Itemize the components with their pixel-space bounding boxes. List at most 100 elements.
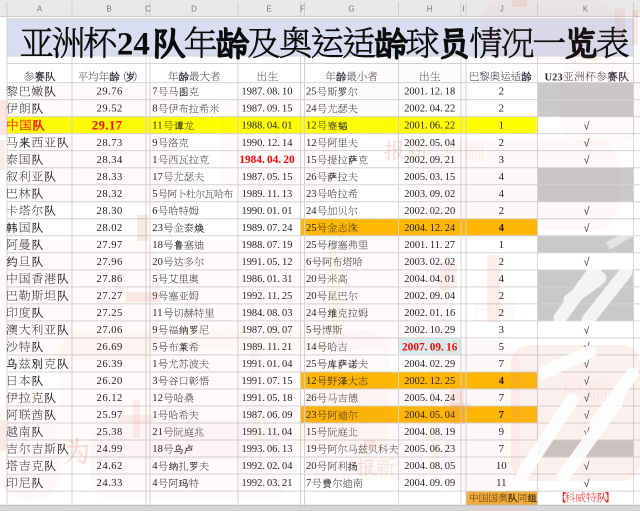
svg-text:24: 24 bbox=[306, 104, 317, 115]
svg-text:4: 4 bbox=[499, 188, 505, 200]
svg-text:1: 1 bbox=[499, 120, 504, 132]
svg-text:A: A bbox=[37, 5, 43, 14]
svg-text:7: 7 bbox=[499, 409, 505, 421]
svg-text:4: 4 bbox=[499, 222, 505, 234]
svg-text:26.69: 26.69 bbox=[97, 342, 123, 353]
svg-text:√: √ bbox=[583, 359, 590, 371]
svg-text:1991. 11. 04: 1991. 11. 04 bbox=[242, 427, 293, 438]
svg-text:2004. 04. 01: 2004. 04. 01 bbox=[404, 274, 455, 285]
svg-text:√: √ bbox=[583, 410, 590, 422]
svg-text:18: 18 bbox=[152, 444, 163, 455]
svg-text:2002. 01. 16: 2002. 01. 16 bbox=[404, 308, 455, 319]
svg-text:2001. 06. 22: 2001. 06. 22 bbox=[404, 121, 455, 132]
svg-text:23: 23 bbox=[306, 410, 317, 421]
svg-text:4: 4 bbox=[152, 478, 158, 489]
svg-text:√: √ bbox=[583, 120, 590, 132]
svg-text:17: 17 bbox=[152, 172, 163, 183]
svg-text:27.25: 27.25 bbox=[97, 308, 123, 319]
svg-text:8: 8 bbox=[152, 104, 157, 115]
svg-text:15: 15 bbox=[306, 155, 317, 166]
svg-text:5: 5 bbox=[306, 325, 311, 336]
svg-text:D: D bbox=[191, 5, 197, 14]
svg-text:29.52: 29.52 bbox=[97, 104, 123, 115]
svg-text:2: 2 bbox=[499, 205, 504, 217]
svg-text:√: √ bbox=[583, 478, 590, 490]
svg-text:√: √ bbox=[583, 222, 590, 234]
svg-text:7: 7 bbox=[152, 87, 157, 98]
svg-text:18: 18 bbox=[152, 240, 163, 251]
svg-text:25.38: 25.38 bbox=[97, 427, 123, 438]
svg-text:1992. 03. 21: 1992. 03. 21 bbox=[242, 478, 293, 489]
svg-text:26: 26 bbox=[306, 393, 317, 404]
svg-text:25: 25 bbox=[306, 359, 317, 370]
svg-text:1991. 01. 04: 1991. 01. 04 bbox=[242, 359, 294, 370]
svg-text:F: F bbox=[300, 5, 305, 14]
svg-text:4: 4 bbox=[499, 375, 505, 387]
svg-text:2004. 02. 29: 2004. 02. 29 bbox=[404, 359, 455, 370]
svg-text:27.86: 27.86 bbox=[97, 274, 123, 285]
svg-text:I: I bbox=[462, 5, 464, 14]
svg-text:12: 12 bbox=[306, 121, 317, 132]
svg-text:1: 1 bbox=[152, 410, 157, 421]
svg-text:2001. 12. 18: 2001. 12. 18 bbox=[404, 87, 455, 98]
svg-text:26.12: 26.12 bbox=[97, 393, 123, 404]
svg-text:24: 24 bbox=[306, 308, 317, 319]
svg-text:27.06: 27.06 bbox=[97, 325, 123, 336]
svg-text:1984. 08. 03: 1984. 08. 03 bbox=[242, 308, 293, 319]
svg-text:2002. 05. 04: 2002. 05. 04 bbox=[404, 138, 456, 149]
svg-text:19: 19 bbox=[306, 444, 317, 455]
svg-text:1987. 08. 10: 1987. 08. 10 bbox=[242, 87, 293, 98]
svg-text:20: 20 bbox=[306, 274, 317, 285]
svg-text:7: 7 bbox=[499, 443, 505, 455]
svg-text:9: 9 bbox=[152, 325, 157, 336]
svg-text:2: 2 bbox=[499, 137, 504, 149]
svg-text:2002. 12. 25: 2002. 12. 25 bbox=[404, 376, 455, 387]
svg-text:5: 5 bbox=[152, 342, 157, 353]
svg-text:2004. 08. 05: 2004. 08. 05 bbox=[404, 461, 455, 472]
svg-text:2002. 04. 22: 2002. 04. 22 bbox=[404, 104, 455, 115]
svg-text:6: 6 bbox=[152, 206, 157, 217]
svg-text:J: J bbox=[500, 5, 504, 14]
svg-text:9: 9 bbox=[499, 426, 504, 438]
svg-text:2004. 05. 04: 2004. 05. 04 bbox=[404, 410, 456, 421]
svg-text:1990. 01. 01: 1990. 01. 01 bbox=[242, 206, 293, 217]
svg-text:1989. 11. 13: 1989. 11. 13 bbox=[242, 189, 293, 200]
svg-text:29.17: 29.17 bbox=[92, 119, 123, 133]
svg-text:28.33: 28.33 bbox=[97, 172, 123, 183]
svg-text:3: 3 bbox=[499, 324, 504, 336]
svg-text:10: 10 bbox=[496, 460, 507, 472]
svg-text:24.99: 24.99 bbox=[97, 444, 123, 455]
svg-text:2: 2 bbox=[499, 86, 504, 98]
svg-text:√: √ bbox=[583, 205, 590, 217]
svg-text:24.62: 24.62 bbox=[97, 461, 123, 472]
svg-text:√: √ bbox=[583, 137, 590, 149]
svg-text:28.02: 28.02 bbox=[97, 223, 123, 234]
svg-text:2004. 12. 24: 2004. 12. 24 bbox=[404, 223, 456, 234]
svg-text:7: 7 bbox=[499, 358, 505, 370]
svg-text:2002. 02. 20: 2002. 02. 20 bbox=[404, 206, 455, 217]
svg-text:1988. 04. 01: 1988. 04. 01 bbox=[242, 121, 293, 132]
svg-text:5: 5 bbox=[152, 274, 157, 285]
svg-text:26: 26 bbox=[306, 172, 317, 183]
svg-text:1991. 07. 15: 1991. 07. 15 bbox=[242, 376, 293, 387]
svg-text:1991. 05. 18: 1991. 05. 18 bbox=[242, 393, 293, 404]
svg-text:28.32: 28.32 bbox=[97, 189, 123, 200]
svg-text:2: 2 bbox=[499, 256, 504, 268]
svg-text:12: 12 bbox=[306, 138, 317, 149]
svg-text:27.96: 27.96 bbox=[97, 257, 123, 268]
svg-text:6: 6 bbox=[306, 257, 311, 268]
svg-text:U23: U23 bbox=[545, 72, 563, 83]
svg-text:9: 9 bbox=[152, 138, 157, 149]
svg-text:24: 24 bbox=[117, 26, 150, 62]
svg-text:2003. 09. 02: 2003. 09. 02 bbox=[404, 189, 455, 200]
svg-text:9: 9 bbox=[152, 291, 157, 302]
svg-text:1987. 09. 15: 1987. 09. 15 bbox=[242, 104, 293, 115]
svg-text:B: B bbox=[106, 5, 111, 14]
svg-text:2002. 10. 29: 2002. 10. 29 bbox=[404, 325, 455, 336]
svg-text:25: 25 bbox=[306, 240, 317, 251]
svg-text:3: 3 bbox=[499, 154, 504, 166]
svg-text:1: 1 bbox=[152, 359, 157, 370]
svg-text:27.27: 27.27 bbox=[97, 291, 123, 302]
svg-text:√: √ bbox=[583, 393, 590, 405]
svg-text:29.76: 29.76 bbox=[97, 87, 123, 98]
